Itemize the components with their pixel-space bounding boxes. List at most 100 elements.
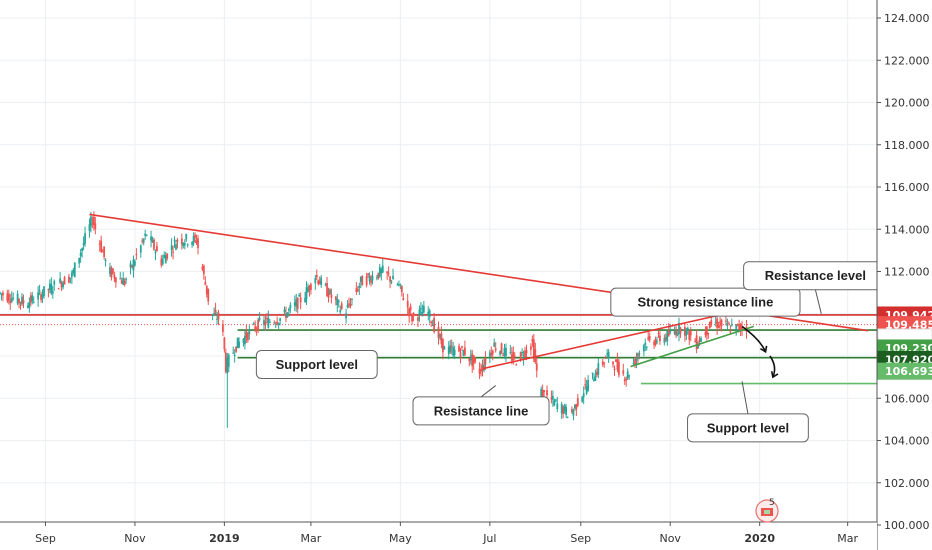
- time-tick-label: Nov: [659, 532, 681, 545]
- candle-body: [62, 282, 64, 288]
- candle-body: [556, 403, 559, 410]
- candle-body: [211, 314, 214, 316]
- candle-body: [581, 396, 584, 402]
- candle-body: [293, 302, 296, 306]
- candle-body: [295, 299, 298, 307]
- indicator-inner: [764, 510, 770, 514]
- candle-body: [566, 416, 569, 418]
- candle-body: [370, 280, 372, 283]
- candle-body: [129, 263, 132, 268]
- candle-body: [172, 251, 174, 253]
- price-tick-label: 120.000: [884, 97, 930, 110]
- candle-body: [408, 308, 411, 317]
- candle-body: [594, 376, 597, 381]
- candle-body: [698, 339, 701, 343]
- candle-body: [32, 301, 35, 303]
- candle-body: [258, 317, 261, 321]
- candle-body: [433, 318, 436, 332]
- candle-body: [242, 338, 245, 343]
- candle-body: [139, 245, 142, 253]
- candle-body: [626, 371, 629, 379]
- candle-body: [63, 277, 66, 285]
- candle-body: [736, 323, 739, 325]
- candle-body: [100, 240, 103, 252]
- candle-body: [515, 364, 518, 366]
- candle-body: [554, 399, 557, 401]
- price-axis-bg: [877, 0, 932, 550]
- candle-body: [587, 380, 589, 391]
- candle-body: [68, 276, 70, 283]
- callout-box: [255, 349, 378, 379]
- candle-body: [153, 239, 155, 250]
- candle-body: [478, 368, 481, 374]
- candle-body: [657, 333, 660, 335]
- candle-body: [606, 353, 609, 355]
- candle-body: [603, 362, 606, 364]
- candle-body: [741, 326, 743, 329]
- candle-body: [16, 293, 19, 304]
- arrow-head: [759, 345, 768, 354]
- candle-body: [437, 326, 440, 338]
- candle-body: [145, 234, 148, 236]
- candle-body: [31, 295, 34, 302]
- candle-body: [428, 310, 431, 317]
- indicator-icon[interactable]: 5: [755, 498, 779, 523]
- candle-body: [697, 345, 699, 348]
- arrow-head: [770, 371, 779, 379]
- candle-body: [132, 259, 135, 271]
- candle-body: [315, 275, 318, 278]
- candle-body: [389, 276, 392, 282]
- candle-body: [120, 280, 123, 284]
- candle-body: [371, 275, 374, 281]
- candle-body: [245, 331, 248, 339]
- callout-box: [610, 287, 801, 317]
- candle-body: [418, 309, 421, 315]
- candle-body: [591, 372, 594, 374]
- price-axis: 124.000 122.000 120.000 118.000 116.000 114.0…: [876, 0, 932, 550]
- candle-body: [298, 294, 301, 297]
- candle-body: [299, 297, 302, 303]
- candle-body: [0, 293, 3, 295]
- candle-body: [509, 352, 512, 354]
- candle-body: [10, 298, 13, 302]
- candle-body: [6, 293, 9, 302]
- candle-body: [324, 284, 327, 286]
- candle-body: [730, 324, 733, 326]
- candle-body: [664, 337, 667, 340]
- candle-body: [233, 354, 236, 357]
- candle-body: [101, 251, 104, 253]
- candle-body: [471, 353, 474, 367]
- candle-body: [82, 243, 85, 246]
- candle-body: [307, 288, 309, 292]
- candle-body: [340, 303, 343, 310]
- candle-body: [584, 384, 587, 386]
- candle-body: [708, 321, 711, 329]
- candle-body: [201, 266, 204, 270]
- candle-body: [595, 371, 598, 376]
- candle-body: [505, 347, 507, 357]
- candle-body: [381, 265, 384, 273]
- candle-body: [720, 319, 723, 327]
- candle-body: [494, 348, 497, 351]
- candle-body: [358, 286, 361, 288]
- candle-body: [166, 253, 169, 259]
- candle-body: [304, 297, 306, 302]
- candle-body: [266, 318, 268, 320]
- candle-body: [326, 283, 328, 297]
- candle-body: [276, 321, 279, 325]
- callout-label: Support level: [276, 357, 358, 372]
- candle-body: [329, 289, 331, 294]
- candle-body: [288, 308, 290, 311]
- candle-body: [719, 321, 721, 324]
- candle-body: [427, 311, 430, 316]
- projection-arrows: [741, 325, 779, 379]
- candle-body: [135, 254, 138, 256]
- candle-body: [380, 269, 383, 274]
- callout-pointer: [814, 289, 822, 314]
- candle-body: [531, 338, 534, 342]
- time-tick-label: 2019: [209, 532, 240, 545]
- candle-body: [18, 299, 20, 303]
- candle-body: [543, 390, 545, 393]
- candle-body: [571, 409, 573, 413]
